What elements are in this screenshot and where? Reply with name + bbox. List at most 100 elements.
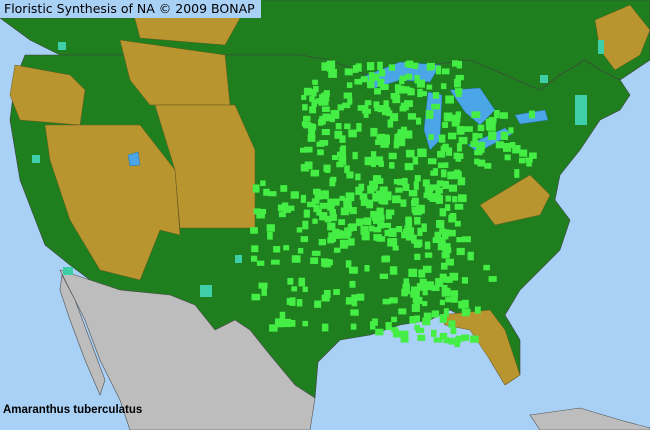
present-county <box>442 122 449 128</box>
present-county <box>401 288 408 297</box>
present-county <box>385 321 392 331</box>
present-county <box>414 253 421 260</box>
present-county <box>257 208 267 215</box>
present-county <box>258 282 268 289</box>
present-county <box>253 208 261 215</box>
present-county <box>333 198 340 206</box>
present-county <box>304 146 313 153</box>
present-county <box>260 180 266 187</box>
present-county <box>394 84 401 92</box>
present-county <box>401 131 410 137</box>
present-county <box>344 227 352 237</box>
present-county <box>503 142 512 152</box>
present-county <box>488 131 497 141</box>
present-county <box>396 132 405 140</box>
present-county <box>455 111 462 118</box>
present-county <box>377 61 383 70</box>
present-county <box>348 129 357 138</box>
present-county <box>251 293 261 301</box>
present-county <box>363 217 372 226</box>
present-county <box>379 193 387 200</box>
present-county <box>266 224 275 232</box>
present-county <box>367 185 375 194</box>
present-county <box>454 203 464 210</box>
present-county <box>274 318 283 328</box>
present-county <box>421 301 428 307</box>
present-county <box>303 87 312 96</box>
present-county <box>296 299 303 307</box>
present-county <box>427 158 437 165</box>
present-county <box>477 124 485 132</box>
present-county <box>426 281 435 291</box>
present-county <box>439 314 448 323</box>
present-county <box>455 74 464 81</box>
present-county <box>451 114 461 123</box>
present-county <box>311 250 318 256</box>
present-county <box>526 160 532 167</box>
present-county <box>422 286 428 296</box>
present-county <box>346 82 353 88</box>
lake-huron <box>449 87 496 126</box>
present-county <box>450 327 457 335</box>
present-county <box>382 298 391 305</box>
present-county <box>363 111 369 118</box>
present-county <box>283 245 290 251</box>
species-label: Amaranthus tuberculatus <box>3 404 143 416</box>
present-county <box>436 220 445 229</box>
present-county <box>278 211 286 218</box>
present-county <box>440 83 447 90</box>
present-county <box>339 135 346 143</box>
present-county <box>282 206 292 213</box>
present-county <box>322 106 330 112</box>
present-county <box>441 277 450 283</box>
present-county <box>411 199 418 207</box>
present-county <box>300 194 307 203</box>
present-county <box>445 204 451 211</box>
present-county <box>501 132 508 140</box>
present-county <box>412 62 419 69</box>
present-county <box>415 327 425 333</box>
present-county <box>415 117 422 125</box>
present-county <box>350 309 359 316</box>
present-county <box>457 177 466 186</box>
present-county <box>375 328 384 336</box>
present-county <box>327 198 336 207</box>
present-county <box>405 219 411 226</box>
present-county <box>369 180 379 190</box>
present-county <box>401 86 410 94</box>
present-county <box>467 251 474 261</box>
present-county <box>479 141 486 150</box>
present-county <box>458 194 467 203</box>
present-county <box>412 289 420 298</box>
present-county <box>337 104 345 111</box>
present-county <box>314 193 323 200</box>
present-county <box>399 85 405 92</box>
present-county <box>416 79 425 88</box>
present-county <box>298 277 306 287</box>
present-county <box>400 126 408 136</box>
present-county <box>393 139 400 149</box>
present-county <box>382 222 392 228</box>
present-county <box>333 289 340 295</box>
present-county <box>452 196 458 203</box>
cuba-island <box>529 407 650 430</box>
present-county <box>414 74 420 84</box>
present-county <box>406 60 414 68</box>
present-county <box>316 141 325 147</box>
present-county <box>456 126 465 135</box>
present-county <box>414 315 421 323</box>
present-county <box>419 278 427 287</box>
present-county <box>340 207 350 216</box>
present-county <box>372 192 379 202</box>
present-county <box>449 212 457 220</box>
present-county <box>461 299 469 309</box>
rare-county <box>63 267 73 275</box>
present-county <box>355 173 361 181</box>
present-county <box>441 252 450 259</box>
present-county <box>351 294 358 301</box>
great-salt-lake <box>127 151 141 167</box>
present-county <box>484 163 492 169</box>
present-county <box>445 95 454 104</box>
present-county <box>347 224 353 232</box>
present-county <box>309 96 315 102</box>
